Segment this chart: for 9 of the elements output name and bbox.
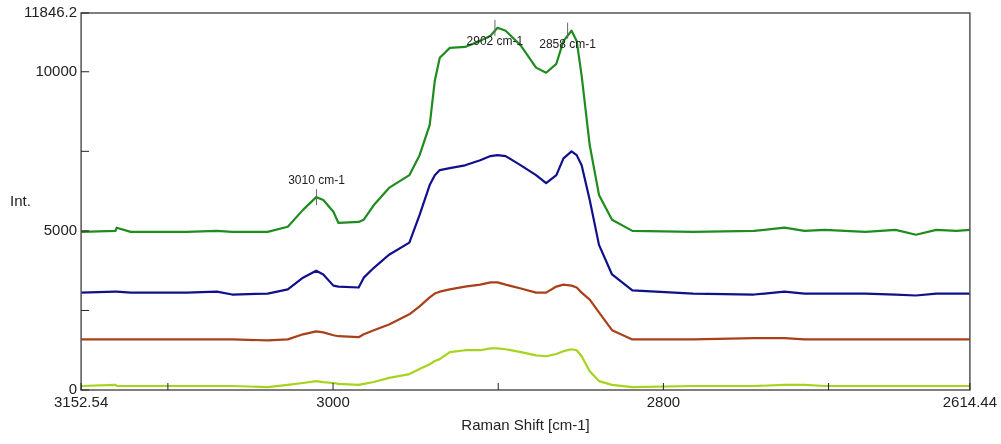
annotation: 3010 cm-1: [288, 173, 346, 188]
x-tick-label: 3000: [316, 393, 350, 411]
y-axis-title: Int.: [10, 191, 31, 209]
y-tick-label: 5000: [43, 221, 78, 239]
y-tick-label: 11846.2: [24, 3, 78, 21]
x-axis-title: Raman Shift [cm-1]: [461, 415, 590, 433]
x-tick-label: 2800: [646, 393, 681, 411]
y-tick-label: 10000: [35, 61, 78, 79]
x-tick-label: 2614.44: [942, 393, 998, 411]
